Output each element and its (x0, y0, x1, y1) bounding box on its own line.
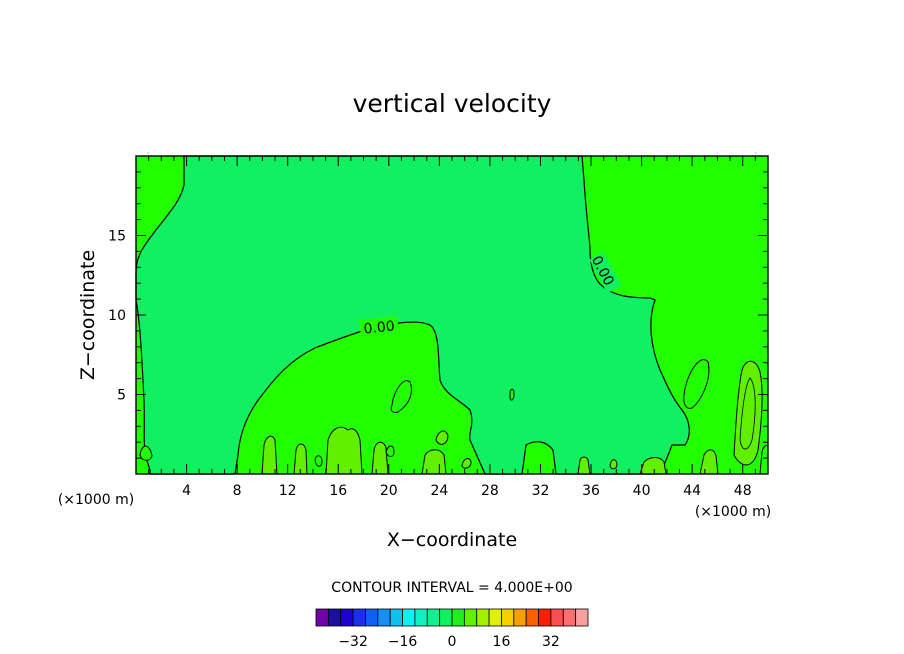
colorbar-tick-label: 32 (542, 634, 560, 650)
isolated-cell (314, 455, 323, 467)
y-axis-ticks: 5 10 15 (108, 155, 768, 475)
surface-plume (461, 458, 472, 469)
contour-label: 0.00 (363, 318, 396, 337)
colorbar-swatch (352, 608, 366, 627)
colorbar-swatch (575, 608, 589, 627)
colorbar (315, 608, 589, 627)
colorbar-swatch (377, 608, 391, 627)
surface-plume (435, 430, 449, 445)
colorbar-swatch (513, 608, 527, 627)
contour-label-bg (589, 252, 622, 294)
colorbar-labels: −32 −16 0 16 32 (338, 634, 560, 650)
surface-plume (609, 459, 618, 470)
plot-area: 0.00 0.00 (135, 155, 769, 475)
surface-plume (577, 456, 591, 475)
colorbar-tick-label: −32 (338, 634, 368, 650)
surface-plume (325, 426, 363, 475)
colorbar-swatch (414, 608, 428, 627)
colorbar-swatch (525, 608, 539, 627)
updraft-core (739, 377, 756, 450)
colorbar-swatch (463, 608, 478, 627)
colorbar-swatch (451, 608, 465, 627)
colorbar-swatch (402, 608, 416, 627)
y-tick-label: 15 (108, 229, 126, 245)
colorbar-swatch (550, 608, 564, 627)
colorbar-swatch (389, 608, 403, 627)
isolated-cell (683, 359, 710, 409)
colorbar-swatch (439, 608, 453, 627)
contour-interval-text: CONTOUR INTERVAL = 4.000E+00 (331, 580, 572, 596)
colorbar-tick-label: 16 (493, 634, 511, 650)
surface-plume (261, 435, 278, 475)
colorbar-swatch (315, 608, 329, 627)
y-tick-label: 5 (117, 388, 126, 404)
surface-plume (293, 443, 308, 475)
isolated-cell (390, 380, 412, 413)
x-tick-label: 24 (430, 483, 448, 499)
contour-label-bg (359, 316, 399, 336)
x-tick-label: 20 (380, 483, 398, 499)
colorbar-tick-label: −16 (388, 634, 418, 650)
negative-region-main (135, 155, 690, 475)
surface-plume (639, 457, 667, 475)
colorbar-swatch (562, 608, 577, 627)
x-tick-label: 8 (233, 483, 242, 499)
isolated-cell (139, 445, 153, 461)
surface-plume (699, 449, 719, 475)
x-tick-label: 28 (481, 483, 499, 499)
updraft-cell (733, 360, 763, 466)
x-tick-label: 32 (532, 483, 550, 499)
x-tick-label: 12 (279, 483, 297, 499)
x-axis-ticks: 4 8 12 16 20 24 28 32 36 40 44 48 (135, 156, 769, 499)
colorbar-swatch (501, 608, 515, 627)
chart-title: vertical velocity (353, 89, 552, 118)
x-tick-label: 48 (734, 483, 752, 499)
colorbar-swatch (488, 608, 502, 627)
colorbar-swatch (538, 608, 552, 627)
surface-plume (371, 441, 389, 475)
colorbar-swatch (327, 608, 342, 627)
colorbar-swatch (365, 608, 379, 627)
x-tick-label: 4 (182, 483, 191, 499)
y-tick-label: 10 (108, 308, 126, 324)
isolated-cell (385, 445, 395, 457)
colorbar-swatch (476, 608, 490, 627)
x-axis-label: X−coordinate (387, 529, 517, 551)
x-tick-label: 44 (683, 483, 701, 499)
x-tick-label: 36 (582, 483, 600, 499)
x-unit-right: (×1000 m) (695, 504, 771, 520)
colorbar-swatch (340, 608, 354, 627)
y-axis-label: Z−coordinate (77, 250, 99, 380)
surface-plume (421, 449, 447, 475)
colorbar-tick-label: 0 (448, 634, 457, 650)
isolated-cell (509, 388, 515, 401)
x-tick-label: 40 (633, 483, 651, 499)
x-tick-label: 16 (329, 483, 347, 499)
colorbar-swatch (426, 608, 441, 627)
x-unit-left: (×1000 m) (58, 492, 134, 508)
